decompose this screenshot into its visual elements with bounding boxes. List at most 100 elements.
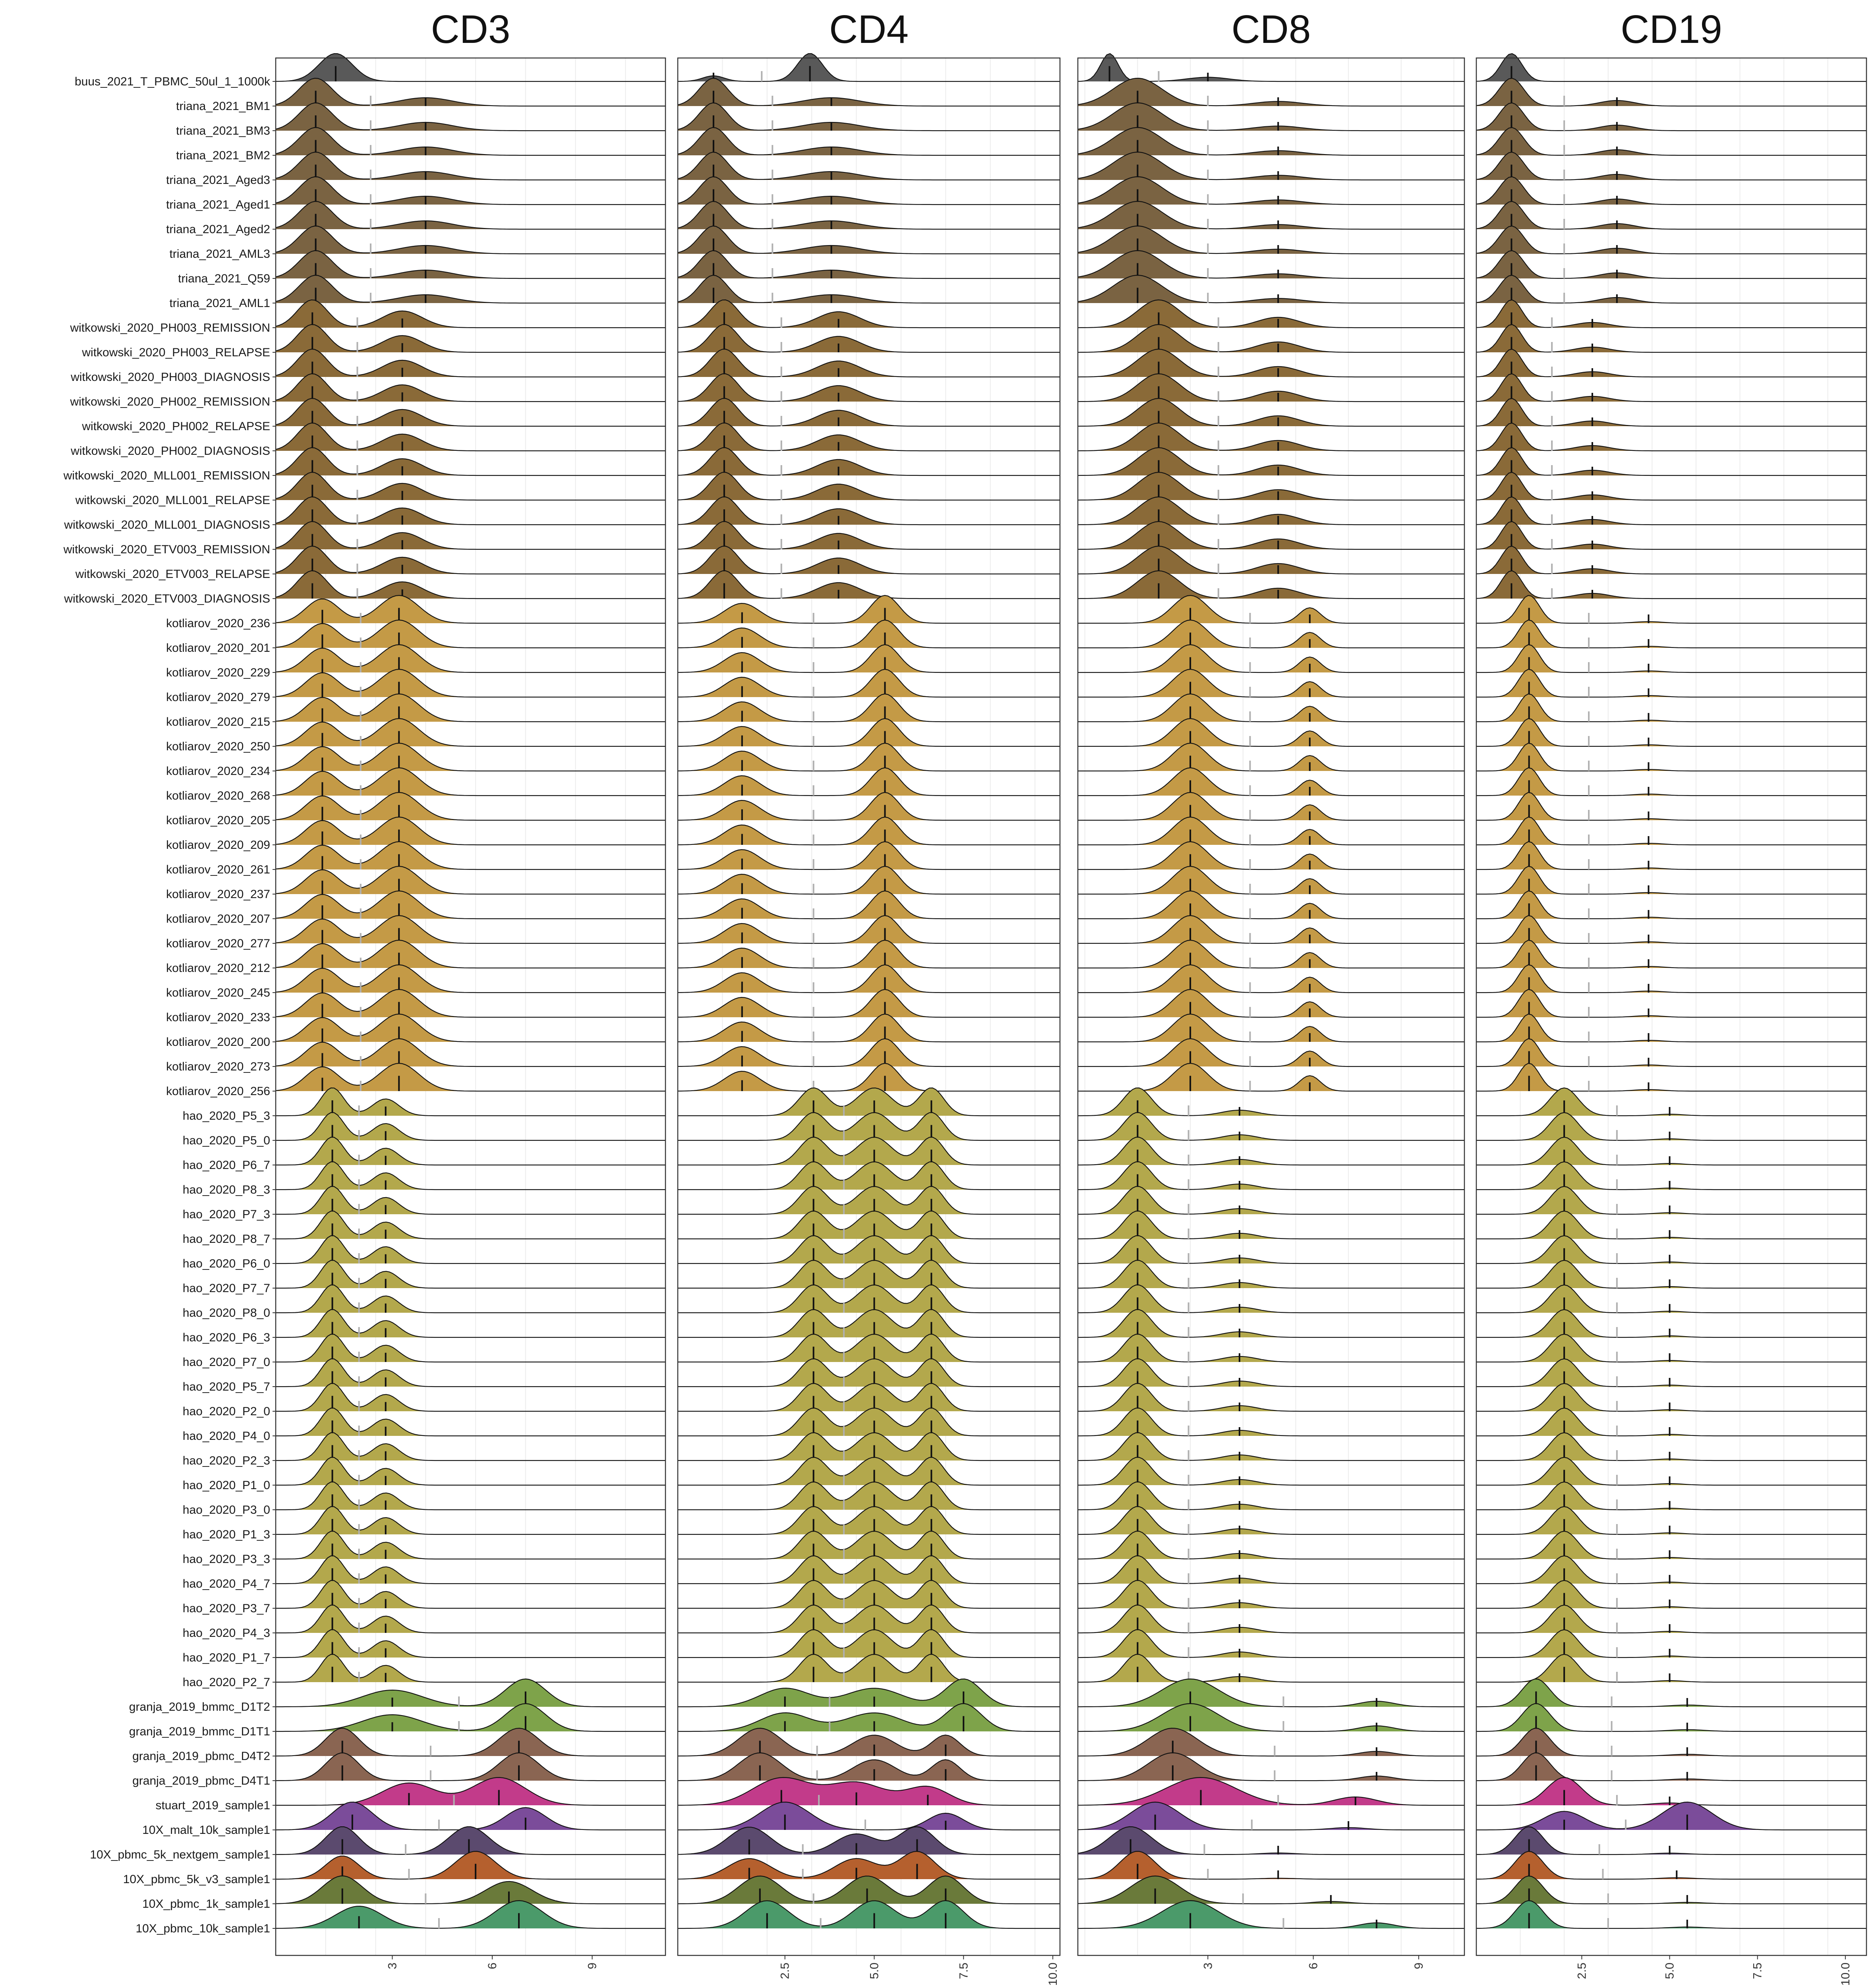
ridge-fill [1476,349,1866,377]
ridge-fill [1476,423,1866,451]
ridge-fill [1476,1137,1866,1165]
ridge-fill [678,1728,1060,1756]
ridge-fill [678,989,1060,1017]
ridge-line [677,422,1060,452]
ridge-line [275,1013,665,1043]
ridge-line [276,1136,665,1166]
ridge-fill [276,1728,665,1756]
ridge-fill [1476,743,1866,771]
ridge-fill [276,891,665,919]
ridge-fill [276,940,665,968]
ridge-line [1476,225,1866,255]
ridge-fill [276,522,665,549]
ridge-fill [1476,1704,1866,1731]
ridge-fill [1476,1876,1866,1904]
ridge-fill [1078,817,1464,845]
ridge-line [1476,77,1866,107]
ridge-fill [678,349,1060,377]
ridge-fill [276,78,665,106]
ridge-line [1476,1481,1866,1511]
sample-label: hao_2020_P1_0 [183,1479,270,1492]
ridge-line [275,792,665,821]
ridge-fill [678,1088,1060,1116]
ridge-line [276,1358,665,1387]
ridge-fill [678,645,1060,672]
ridge-fill [276,965,665,993]
ridge-line [1078,1432,1464,1461]
panel-cd3: CD3 3 6 9 [275,7,666,1969]
ridge-fill [1078,1802,1464,1830]
ridge-line [1476,1678,1866,1708]
sample-label: witkowski_2020_PH002_DIAGNOSIS [70,444,270,458]
ridge-line [276,1530,665,1560]
ridge-line [1476,1777,1866,1806]
sample-label: triana_2021_AML3 [169,247,270,261]
ridge-line [1476,1506,1866,1535]
ridge-fill [1078,103,1464,131]
ridge-line [677,274,1060,304]
ridge-line [1078,1136,1464,1166]
sample-label: kotliarov_2020_205 [166,814,270,827]
ridge-line [678,619,1060,649]
ridge-line [276,1235,665,1264]
ridge-line [677,1851,1060,1880]
sample-label: hao_2020_P3_0 [183,1503,270,1517]
ridge-line [677,324,1060,353]
sample-label: kotliarov_2020_279 [166,691,270,704]
ridge-line [1078,1358,1464,1387]
ridge-line [1476,1432,1866,1461]
ridge-fill [678,522,1060,549]
ridge-line [1078,1678,1464,1708]
ridge-line [1476,373,1866,402]
ridge-fill [1476,1679,1866,1707]
sample-label: kotliarov_2020_245 [166,986,270,999]
ridge-line [1077,127,1464,156]
ridge-line [678,1038,1060,1067]
ridge-fill [1078,251,1464,278]
ridge-line [1476,890,1866,920]
ridge-fill [1078,1876,1464,1904]
ridge-fill [1078,201,1464,229]
ridge-fill [1476,1457,1866,1485]
ridge-fill [1078,54,1464,81]
ridge-line [677,250,1060,279]
ridge-line [275,422,665,452]
sample-label: 10X_malt_10k_sample1 [142,1824,270,1837]
ridge-line [1476,422,1866,452]
x-tick-label: 2.5 [779,1963,792,1979]
ridge-fill [1476,989,1866,1017]
ridge-line [1476,570,1866,599]
sample-label: witkowski_2020_ETV003_DIAGNOSIS [64,592,270,605]
ridge-fill [1476,768,1866,796]
ridge-line [275,668,665,698]
ridge-fill [678,669,1060,697]
ridge-line [1476,693,1866,723]
ridge-fill [276,989,665,1017]
sample-label: witkowski_2020_MLL001_REMISSION [63,469,270,482]
sample-label: witkowski_2020_PH003_REMISSION [70,321,270,334]
ridge-line [1077,1826,1464,1855]
ridge-line [1077,102,1464,131]
sample-label: triana_2021_Q59 [178,272,270,285]
ridge-line [678,1087,1060,1117]
ridge-line [275,644,665,673]
ridge-fill [678,1531,1060,1559]
ridge-line [678,1309,1060,1338]
ridge-fill [678,1211,1060,1239]
ridge-line [678,1136,1060,1166]
ridge-fill [678,1605,1060,1633]
ridge-fill [1078,1654,1464,1682]
ridge-line [1476,1900,1866,1929]
ridge-fill [1078,1901,1464,1928]
ridge-fill [1078,300,1464,328]
ridge-line [276,1186,665,1215]
ridge-line [1476,644,1866,673]
ridge-line [275,939,665,969]
ridge-fill [276,1507,665,1534]
ridge-fill [1078,1310,1464,1337]
ridge-line [275,693,665,723]
ridge-line [1476,176,1866,205]
ridge-line [1078,644,1464,673]
ridge-fill [678,226,1060,254]
sample-label: hao_2020_P7_7 [183,1282,270,1295]
